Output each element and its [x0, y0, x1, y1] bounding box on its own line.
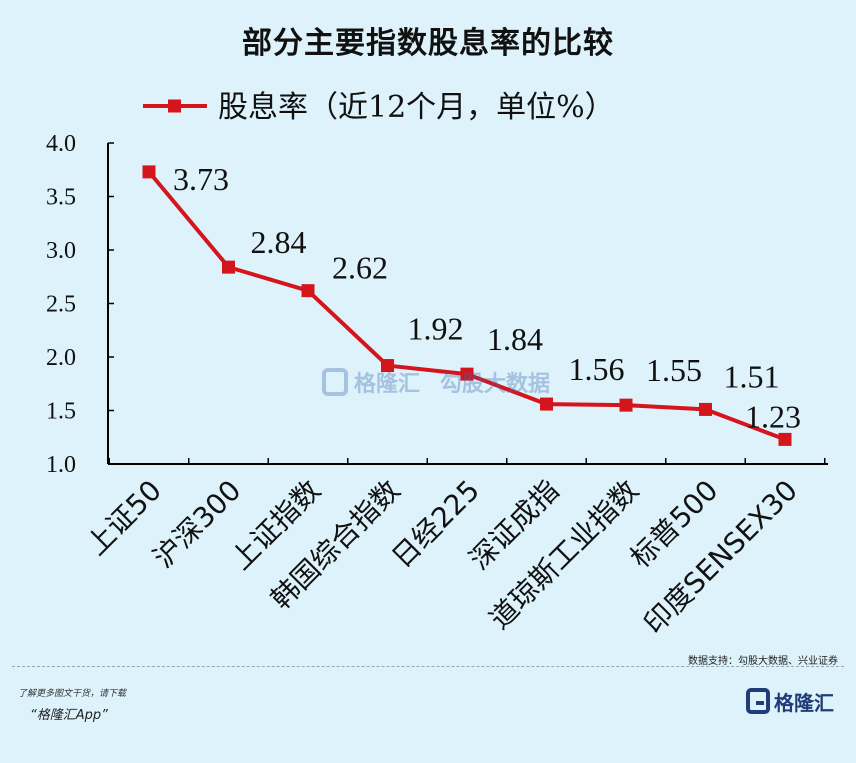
series-group — [142, 165, 792, 446]
watermark: 格隆汇 勾股大数据 — [322, 366, 550, 398]
y-tick-label: 2.5 — [46, 292, 76, 318]
data-point-marker — [381, 359, 394, 373]
data-point-marker — [301, 284, 315, 298]
data-point-marker — [142, 165, 156, 179]
legend: 股息率（近12个月，单位%） — [143, 90, 615, 125]
x-axis-labels: 上证50沪深300上证指数韩国综合指数日经225深证成指道琼斯工业指数标普500… — [80, 474, 804, 641]
data-labels: 3.73 2.84 2.62 1.92 1.84 1.56 1.55 1.51 1.23 — [173, 161, 801, 435]
data-point-marker — [460, 367, 474, 381]
data-point-marker — [540, 397, 553, 411]
data-point-marker — [222, 260, 235, 274]
y-tick-label: 3.5 — [46, 185, 76, 211]
data-point-marker — [619, 398, 633, 412]
data-label: 1.51 — [724, 358, 780, 394]
data-label: 3.73 — [173, 161, 229, 197]
source-note: 数据支持：勾股大数据、兴业证券 — [688, 656, 838, 667]
promo-line-1: 了解更多图文干货，请下载 — [18, 689, 127, 699]
y-axis-ticks: 1.0 1.5 2.0 2.5 3.0 3.5 4.0 — [46, 131, 114, 478]
promo-line-2: “格隆汇App” — [30, 708, 108, 723]
series-line — [147, 170, 786, 442]
brand-logo: 格隆汇 — [746, 686, 834, 716]
y-tick-label: 4.0 — [46, 131, 76, 157]
data-point-marker — [778, 432, 792, 446]
legend-label: 股息率（近12个月，单位%） — [218, 90, 615, 125]
data-label: 2.62 — [332, 250, 388, 286]
data-label: 2.84 — [251, 224, 307, 260]
y-tick-label: 1.5 — [46, 399, 76, 425]
logo-icon — [746, 688, 770, 714]
divider — [12, 666, 844, 667]
data-label: 1.84 — [487, 321, 543, 357]
data-point-marker — [699, 402, 712, 416]
data-label: 1.92 — [408, 311, 464, 347]
y-tick-label: 1.0 — [46, 452, 76, 478]
data-label: 1.23 — [745, 398, 801, 434]
data-label: 1.56 — [569, 351, 625, 387]
watermark-logo-icon — [322, 368, 348, 396]
y-tick-label: 3.0 — [46, 238, 76, 264]
line-chart: 股息率（近12个月，单位%） 1.0 1.5 2.0 2.5 3.0 3.5 4.0 上证5… — [46, 90, 828, 641]
logo-text: 格隆汇 — [774, 690, 834, 715]
chart-title: 部分主要指数股息率的比较 — [242, 26, 614, 61]
watermark-text: 格隆汇 — [354, 372, 421, 397]
data-label: 1.55 — [646, 352, 702, 388]
legend-marker — [168, 99, 181, 113]
y-tick-label: 2.0 — [46, 345, 76, 371]
watermark-text-secondary: 勾股大数据 — [440, 372, 551, 397]
